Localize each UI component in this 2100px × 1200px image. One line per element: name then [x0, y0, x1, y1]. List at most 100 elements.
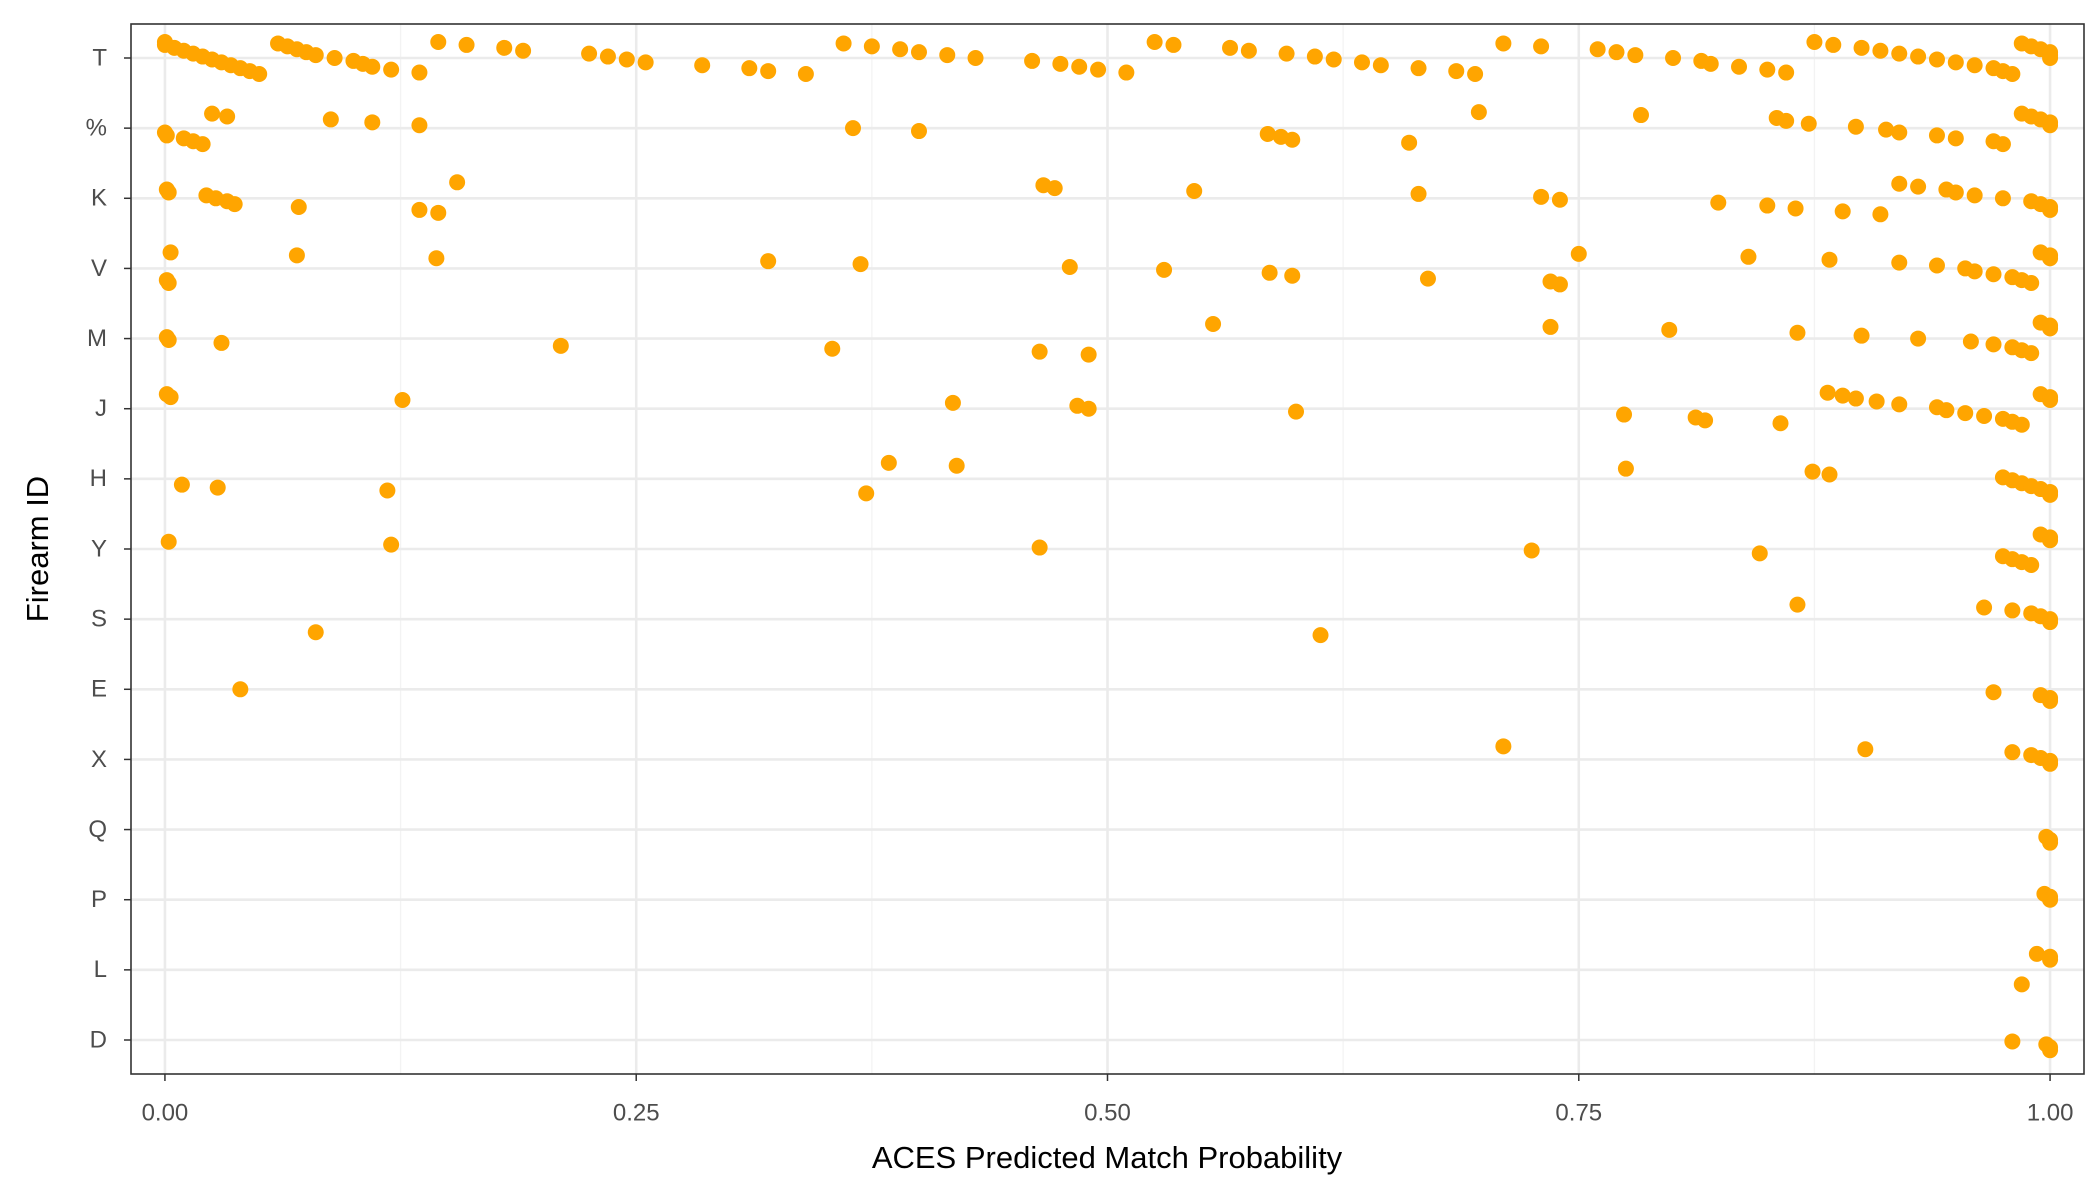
point: [1731, 58, 1748, 75]
x-tick-label: 0.00: [142, 1099, 189, 1126]
point: [1910, 330, 1927, 347]
point: [2042, 486, 2059, 503]
point: [2042, 1042, 2059, 1059]
point: [1665, 50, 1682, 66]
x-tick-label: 0.50: [1084, 1099, 1131, 1126]
point: [1533, 38, 1550, 55]
point: [1288, 403, 1305, 420]
point: [2042, 50, 2059, 66]
point: [1878, 121, 1895, 138]
point: [1891, 124, 1908, 141]
point: [1891, 396, 1908, 413]
point: [449, 174, 466, 191]
point: [1284, 131, 1301, 148]
point: [1806, 34, 1823, 50]
point: [797, 66, 814, 82]
point: [1589, 41, 1606, 58]
point: [430, 34, 447, 50]
point: [1957, 405, 1974, 422]
point: [1261, 264, 1278, 281]
point: [162, 389, 179, 406]
point: [1872, 206, 1889, 223]
point: [219, 108, 236, 125]
point: [910, 123, 927, 140]
point: [1410, 185, 1427, 202]
point: [599, 48, 616, 65]
point: [1847, 390, 1864, 407]
point: [1985, 336, 2002, 353]
point: [1994, 190, 2011, 207]
point: [1495, 738, 1512, 755]
point: [158, 127, 175, 144]
point: [1495, 35, 1512, 52]
point: [1962, 333, 1979, 350]
point: [209, 479, 226, 496]
point: [326, 50, 343, 66]
point: [1419, 270, 1436, 287]
point: [383, 61, 400, 78]
point: [1938, 402, 1955, 419]
point: [2023, 345, 2040, 362]
y-tick-label: V: [91, 255, 107, 282]
point: [1627, 47, 1644, 64]
point: [2042, 692, 2059, 709]
point: [2028, 945, 2045, 962]
point: [2023, 557, 2040, 573]
point: [1947, 130, 1964, 147]
point: [1976, 599, 1993, 616]
point: [1821, 251, 1838, 268]
y-tick-label: X: [91, 746, 107, 773]
point: [251, 66, 268, 82]
point: [1052, 55, 1069, 72]
point: [1872, 42, 1889, 59]
point: [824, 340, 841, 357]
point: [1551, 276, 1568, 293]
point: [1759, 197, 1776, 214]
point: [1772, 415, 1789, 432]
point: [1740, 248, 1757, 265]
point: [1710, 194, 1727, 211]
point: [1947, 184, 1964, 201]
point: [204, 105, 221, 122]
point: [1046, 180, 1063, 197]
point: [1994, 136, 2011, 153]
point: [1090, 61, 1107, 78]
point: [411, 201, 428, 218]
point: [1312, 627, 1329, 644]
point: [2042, 201, 2059, 218]
point: [1533, 188, 1550, 205]
point: [1821, 466, 1838, 483]
point: [1868, 393, 1885, 410]
x-tick-label: 0.25: [613, 1099, 660, 1126]
point: [694, 57, 711, 74]
point: [552, 337, 569, 354]
point: [428, 250, 445, 267]
point: [1570, 245, 1587, 262]
point: [1910, 178, 1927, 195]
point: [2023, 274, 2040, 291]
point: [1259, 125, 1276, 142]
point: [944, 394, 961, 411]
point: [1165, 36, 1182, 53]
point: [637, 54, 654, 71]
point: [160, 533, 177, 550]
point: [1031, 343, 1048, 360]
point: [1891, 254, 1908, 271]
y-tick-label: Q: [88, 816, 107, 843]
y-tick-label: J: [95, 395, 107, 422]
point: [1031, 539, 1048, 556]
point: [1186, 183, 1203, 200]
point: [852, 256, 869, 273]
point: [1825, 36, 1842, 53]
point: [741, 60, 758, 77]
point: [1702, 55, 1719, 72]
point: [760, 253, 777, 270]
point: [1985, 684, 2002, 701]
point: [1353, 54, 1370, 71]
point: [967, 50, 984, 66]
point: [1551, 191, 1568, 208]
y-tick-label: T: [92, 44, 107, 71]
point: [1542, 318, 1559, 335]
point: [1800, 115, 1817, 132]
point: [1222, 39, 1239, 56]
